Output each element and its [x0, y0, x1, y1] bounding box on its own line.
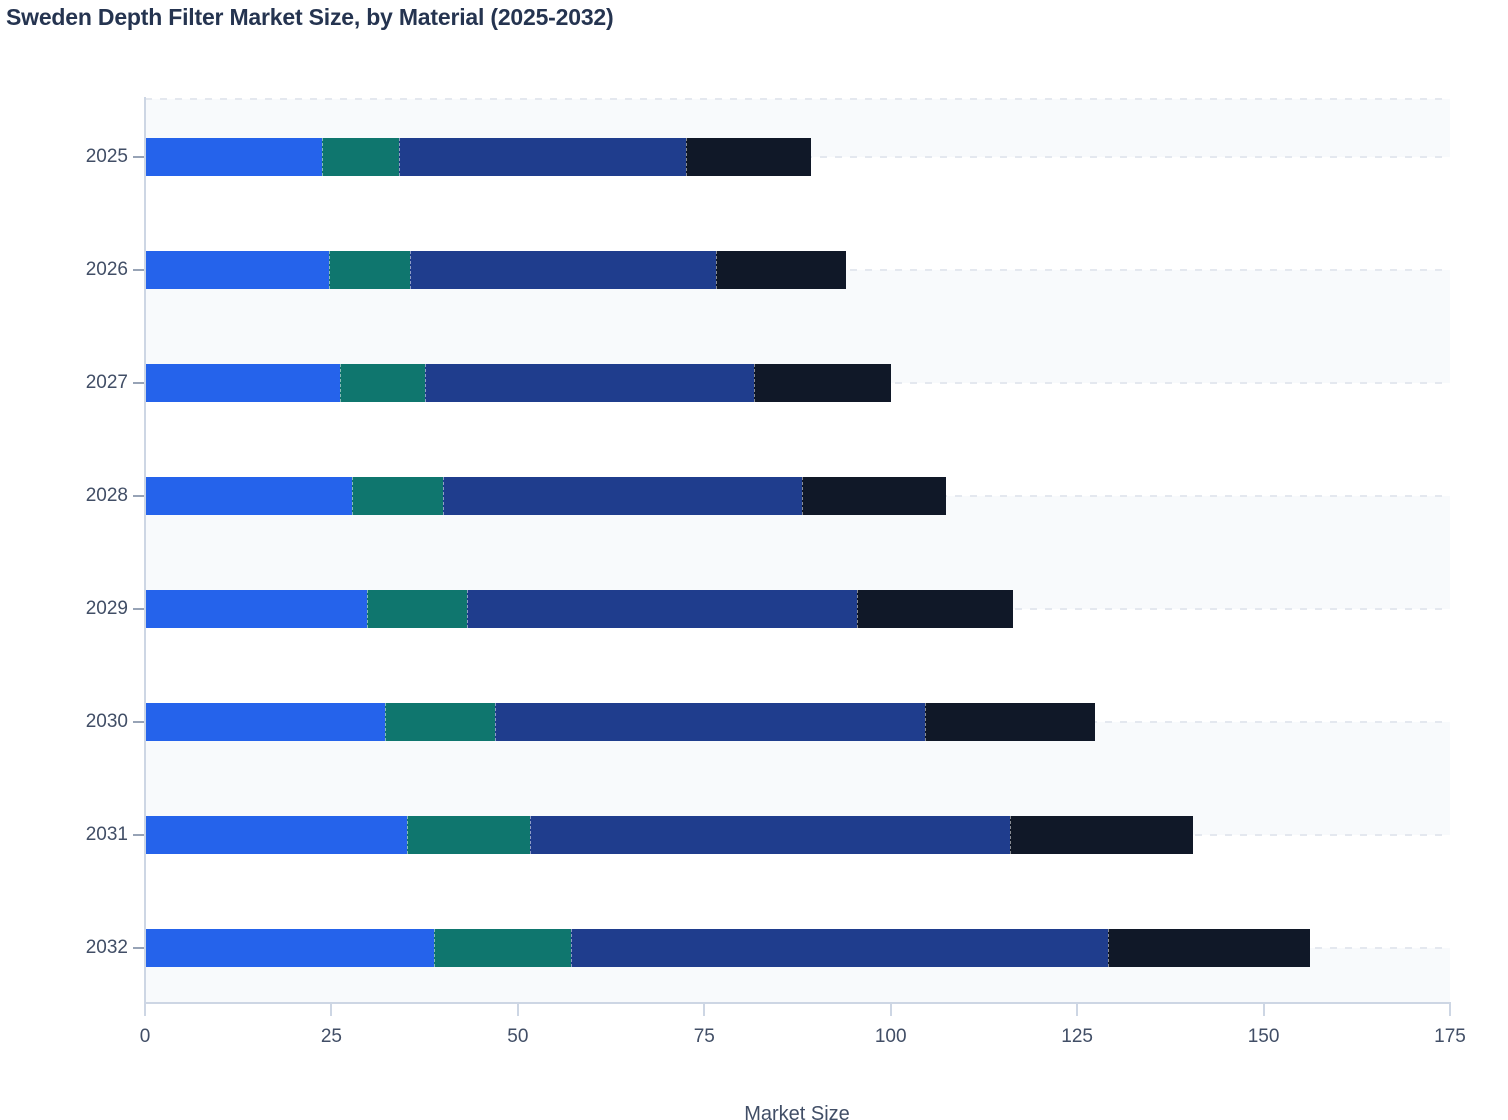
bar-segment[interactable] [385, 703, 495, 741]
x-tick-mark [889, 1004, 892, 1016]
x-tick-label: 50 [507, 1026, 529, 1047]
bar-segment[interactable] [924, 703, 1095, 741]
y-tick-mark [133, 269, 144, 271]
x-tick-mark [330, 1004, 333, 1016]
bar-segment[interactable] [442, 477, 802, 515]
stacked-bar-2032 [145, 929, 1310, 967]
x-tick-mark [144, 1004, 146, 1016]
y-tick-mark [133, 495, 144, 497]
bar-segment[interactable] [529, 816, 1011, 854]
x-tick-label: 0 [139, 1026, 151, 1047]
stacked-bar-2030 [145, 703, 1095, 741]
x-axis-title: Market Size [744, 1103, 850, 1120]
bar-segment[interactable] [145, 590, 368, 628]
y-tick-label: 2027 [85, 372, 128, 393]
bar-segment[interactable] [424, 364, 755, 402]
y-tick-label: 2026 [85, 259, 128, 280]
stacked-bar-2029 [145, 590, 1013, 628]
y-axis-line [144, 97, 146, 1003]
y-tick-mark [133, 608, 144, 610]
x-tick-label: 175 [1434, 1026, 1466, 1047]
x-tick-label: 100 [874, 1026, 907, 1047]
bar-segment[interactable] [494, 703, 925, 741]
bar-segment[interactable] [145, 138, 322, 176]
bar-segment[interactable] [1108, 929, 1310, 967]
y-tick-label: 2028 [85, 485, 128, 506]
x-tick-label: 150 [1247, 1026, 1280, 1047]
bar-segment[interactable] [754, 364, 892, 402]
bar-segment[interactable] [351, 477, 443, 515]
bar-segment[interactable] [857, 590, 1013, 628]
dashed-gridline [145, 98, 1450, 100]
y-tick-mark [133, 156, 144, 158]
bar-segment[interactable] [145, 816, 408, 854]
y-tick-label: 2025 [85, 146, 128, 167]
stacked-bar-2025 [145, 138, 811, 176]
bar-segment[interactable] [801, 477, 946, 515]
bar-segment[interactable] [1010, 816, 1193, 854]
bar-segment[interactable] [407, 816, 530, 854]
bar-segment[interactable] [686, 138, 811, 176]
bar-segment[interactable] [321, 138, 399, 176]
bar-segment[interactable] [145, 364, 340, 402]
bar-segment[interactable] [145, 703, 386, 741]
bar-segment[interactable] [339, 364, 425, 402]
bar-segment[interactable] [570, 929, 1109, 967]
stacked-bar-2026 [145, 251, 846, 289]
bar-segment[interactable] [145, 477, 352, 515]
x-tick-mark [516, 1004, 519, 1016]
bar-segment[interactable] [145, 251, 330, 289]
y-tick-mark [133, 947, 144, 949]
chart-title: Sweden Depth Filter Market Size, by Mate… [6, 4, 614, 30]
x-axis-line [144, 1002, 1451, 1004]
y-tick-label: 2029 [85, 598, 128, 619]
bar-segment[interactable] [409, 251, 717, 289]
bar-segment[interactable] [329, 251, 410, 289]
bar-segment[interactable] [145, 929, 435, 967]
bar-segment[interactable] [434, 929, 571, 967]
x-tick-mark [1449, 1004, 1451, 1016]
x-tick-mark [1076, 1004, 1079, 1016]
x-tick-mark [1262, 1004, 1265, 1016]
plot-area [145, 97, 1450, 1002]
x-tick-label: 125 [1061, 1026, 1093, 1047]
bar-segment[interactable] [716, 251, 846, 289]
x-tick-label: 25 [320, 1026, 342, 1047]
y-tick-mark [133, 834, 144, 836]
stacked-bar-2028 [145, 477, 946, 515]
y-tick-label: 2032 [85, 937, 128, 958]
bar-segment[interactable] [367, 590, 468, 628]
bar-segment[interactable] [398, 138, 687, 176]
y-tick-mark [133, 721, 144, 723]
bar-segment[interactable] [467, 590, 858, 628]
stacked-bar-2027 [145, 364, 892, 402]
x-tick-label: 75 [693, 1026, 715, 1047]
x-tick-mark [703, 1004, 706, 1016]
y-tick-label: 2030 [85, 711, 128, 732]
y-tick-label: 2031 [85, 824, 128, 845]
y-tick-mark [133, 382, 144, 384]
stacked-bar-2031 [145, 816, 1193, 854]
